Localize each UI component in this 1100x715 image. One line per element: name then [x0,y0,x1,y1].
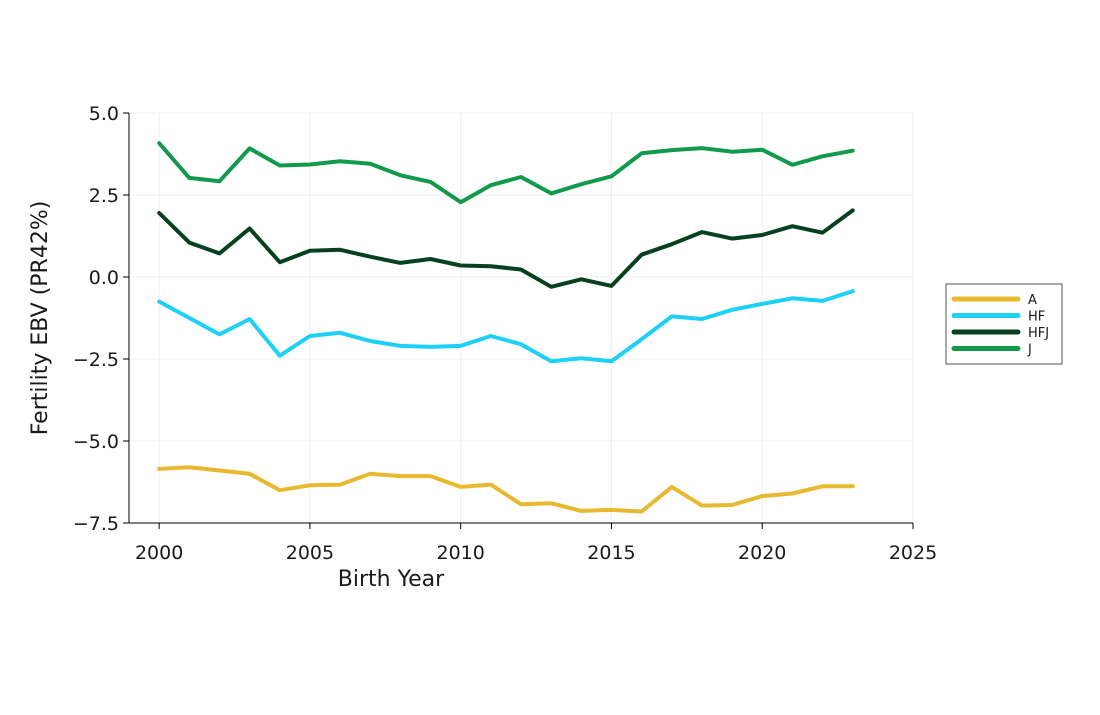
series-line-j [157,141,855,205]
x-tick-label: 2025 [889,542,937,564]
legend-label-a: A [1028,293,1037,308]
y-tick-label: −2.5 [73,349,119,371]
legend-label-hf: HF [1028,310,1045,325]
legend-label-hfj: HFJ [1028,326,1049,341]
y-tick-label: −5.0 [73,431,119,453]
x-axis-title: Birth Year [338,567,445,592]
axes [128,113,913,524]
y-tick-label: 0.0 [89,267,119,289]
x-tick-label: 2010 [437,542,485,564]
x-tick-label: 2000 [135,542,183,564]
y-tick-label: −7.5 [73,513,119,535]
series-lines [157,141,855,514]
y-ticks: 5.0 2.5 0.0 −2.5 −5.0 −7.5 [73,103,129,535]
legend-label-j: J [1027,343,1032,358]
y-axis-title: Fertility EBV (PR42%) [28,201,53,436]
x-ticks: 2000 2005 2010 2015 2020 2025 [135,523,937,564]
x-tick-label: 2015 [587,542,635,564]
series-line-hf [157,289,855,364]
grid [129,112,914,524]
x-tick-label: 2005 [286,542,334,564]
series-line-hfj [157,208,855,289]
series-line-a [157,465,855,514]
y-tick-label: 5.0 [89,103,119,125]
x-tick-label: 2020 [738,542,786,564]
y-tick-label: 2.5 [89,185,119,207]
